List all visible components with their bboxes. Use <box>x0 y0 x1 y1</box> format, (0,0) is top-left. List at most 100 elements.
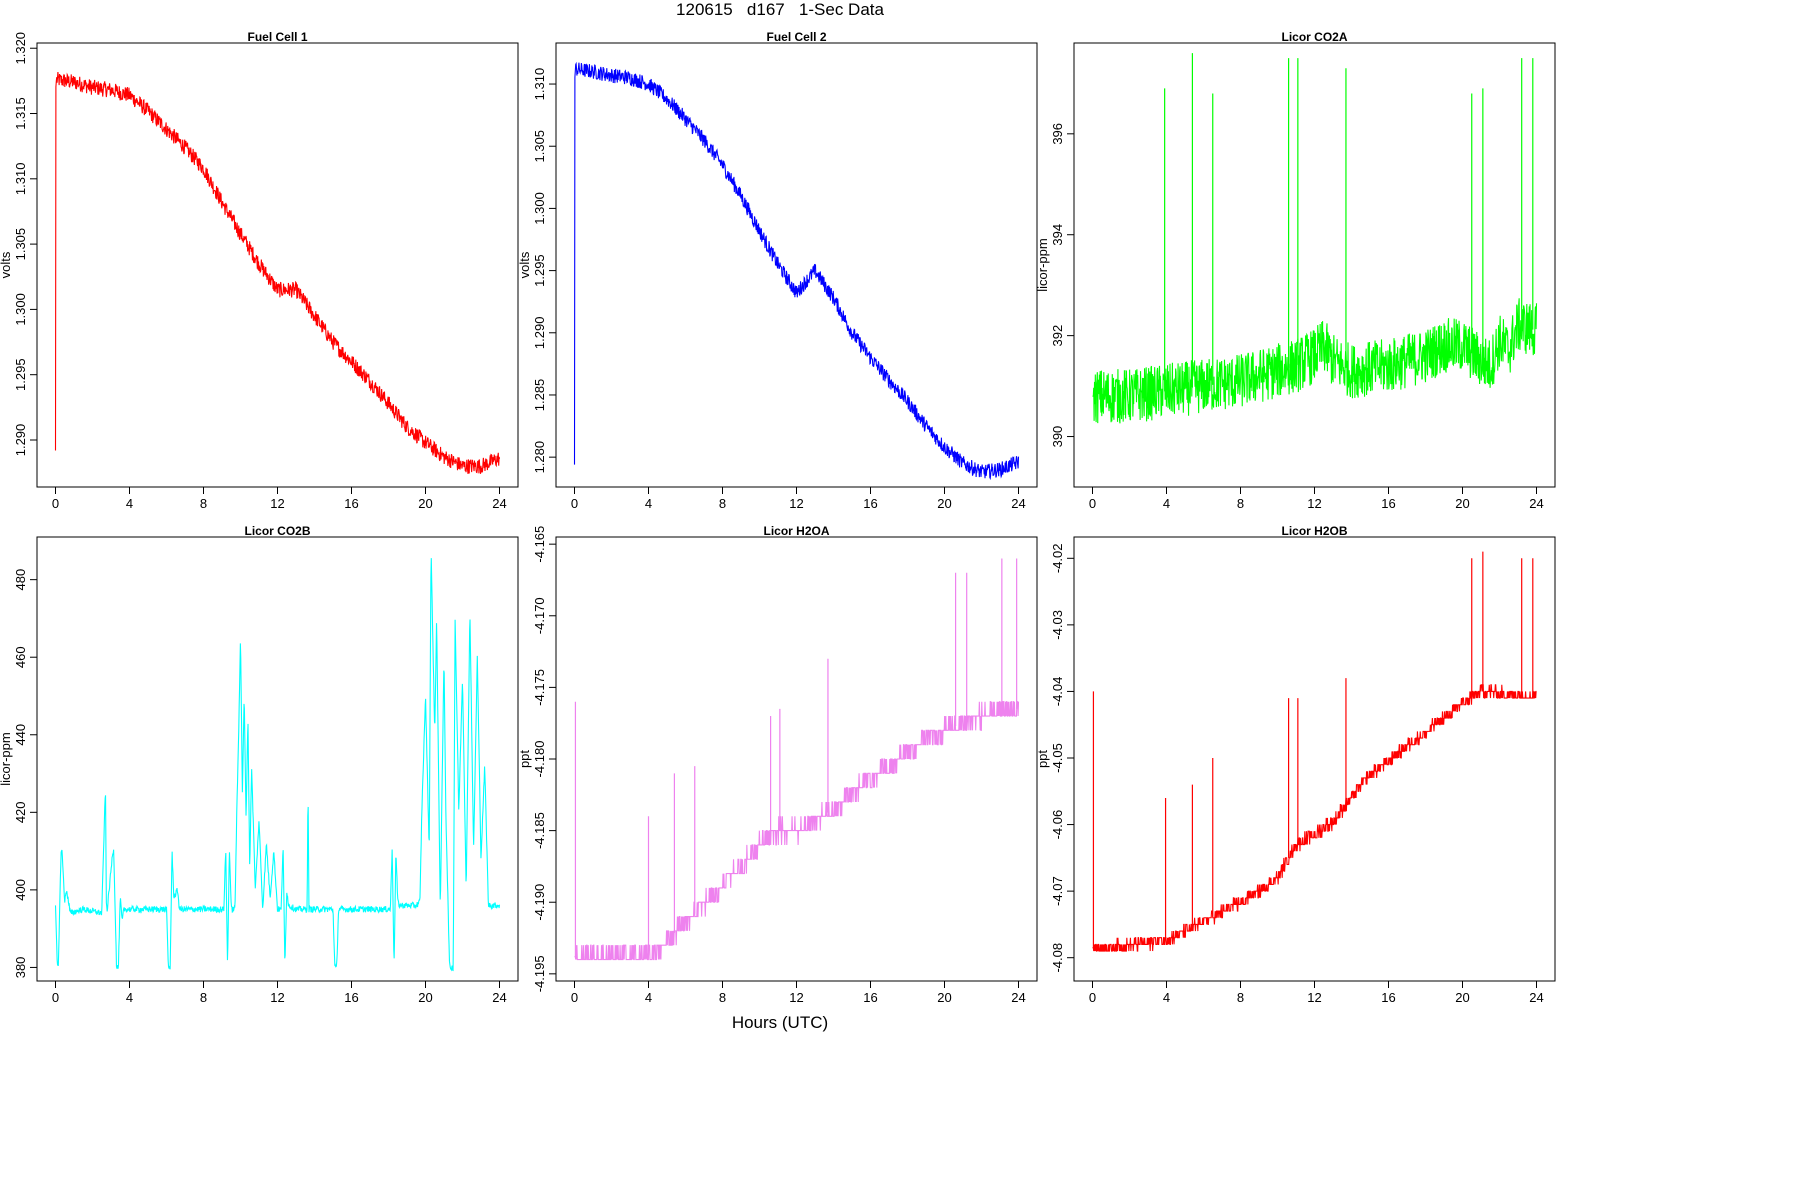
y-tick-label: -4.03 <box>1050 610 1065 640</box>
y-tick-label: 1.285 <box>532 379 547 412</box>
plot-frame <box>555 536 1038 982</box>
x-tick-label: 8 <box>1237 496 1244 511</box>
y-tick-label: -4.05 <box>1050 743 1065 773</box>
y-tick-label: -4.195 <box>532 955 547 992</box>
x-tick-label: 4 <box>1163 496 1170 511</box>
x-tick-label: 8 <box>200 496 207 511</box>
chart-panel-3: Licor CO2A 0 4 8 12 16 20 24 390 392 394 396 licor-p… <box>1035 30 1556 511</box>
x-tick-label: 12 <box>270 990 284 1005</box>
y-tick-label: -4.08 <box>1050 943 1065 973</box>
y-tick-label: 1.315 <box>13 97 28 130</box>
x-tick-label: 4 <box>126 496 133 511</box>
y-tick-label: 390 <box>1050 426 1065 448</box>
charts-canvas: Fuel Cell 1 0 4 8 12 16 20 24 1.290 1.295 1.300 1.3… <box>0 30 1556 1005</box>
y-tick-label: 392 <box>1050 325 1065 347</box>
y-tick-label: 440 <box>13 724 28 746</box>
series-line <box>1092 684 1537 952</box>
x-tick-label: 8 <box>1237 990 1244 1005</box>
chart-panel-4: Licor CO2B 0 4 8 12 16 20 24 380 400 420 440 460 480 l… <box>0 524 519 1005</box>
chart-panel-2: Fuel Cell 2 0 4 8 12 16 20 24 1.280 1.285 1.290 1.2… <box>517 30 1038 511</box>
x-tick-label: 8 <box>200 990 207 1005</box>
y-tick-label: 396 <box>1050 123 1065 145</box>
panel-title: Licor CO2B <box>244 524 310 538</box>
series-line <box>54 558 501 972</box>
y-tick-label: 1.295 <box>13 358 28 391</box>
y-tick-label: -4.185 <box>532 812 547 849</box>
x-tick-label: 16 <box>863 496 877 511</box>
y-tick-label: 1.310 <box>532 68 547 101</box>
y-axis-label: volts <box>0 251 13 278</box>
x-tick-label: 12 <box>270 496 284 511</box>
x-tick-label: 12 <box>789 496 803 511</box>
y-tick-label: 1.305 <box>532 130 547 163</box>
plot-frame <box>36 42 519 488</box>
shared-x-axis-label: Hours (UTC) <box>731 1013 829 1032</box>
x-tick-label: 8 <box>719 496 726 511</box>
x-tick-label: 24 <box>1011 496 1025 511</box>
y-tick-label: 1.290 <box>532 317 547 350</box>
x-tick-label: 20 <box>1455 496 1469 511</box>
y-tick-label: 380 <box>13 957 28 979</box>
y-tick-label: -4.165 <box>532 526 547 563</box>
series-line <box>54 71 501 474</box>
y-tick-label: 1.295 <box>532 254 547 287</box>
x-tick-label: 12 <box>1307 496 1321 511</box>
x-tick-label: 12 <box>789 990 803 1005</box>
panel-title: Fuel Cell 2 <box>766 30 826 44</box>
y-axis-label: ppt <box>517 750 532 768</box>
y-tick-label: -4.170 <box>532 597 547 634</box>
x-tick-label: 20 <box>418 990 432 1005</box>
y-axis-label: ppt <box>1035 750 1050 768</box>
x-tick-label: 24 <box>1529 990 1543 1005</box>
x-tick-label: 4 <box>645 496 652 511</box>
x-tick-label: 16 <box>344 496 358 511</box>
x-tick-label: 0 <box>1089 496 1096 511</box>
x-tick-label: 0 <box>1089 990 1096 1005</box>
x-tick-label: 24 <box>1011 990 1025 1005</box>
x-tick-label: 0 <box>571 990 578 1005</box>
x-tick-label: 20 <box>937 990 951 1005</box>
x-tick-label: 16 <box>344 990 358 1005</box>
y-tick-label: 394 <box>1050 224 1065 246</box>
plot-frame <box>36 536 519 982</box>
series-line <box>574 701 1020 961</box>
chart-panel-1: Fuel Cell 1 0 4 8 12 16 20 24 1.290 1.295 1.300 1.3… <box>0 30 519 511</box>
x-tick-label: 4 <box>1163 990 1170 1005</box>
x-tick-label: 24 <box>492 990 506 1005</box>
x-tick-label: 20 <box>418 496 432 511</box>
panel-title: Licor H2OB <box>1281 524 1347 538</box>
y-tick-label: -4.02 <box>1050 543 1065 573</box>
x-tick-label: 16 <box>1381 496 1395 511</box>
y-tick-label: 420 <box>13 801 28 823</box>
y-tick-label: 1.320 <box>13 32 28 65</box>
x-tick-label: 20 <box>937 496 951 511</box>
chart-panel-6: Licor H2OB 0 4 8 12 16 20 24 -4.08 -4.07 -4.06 -4.0… <box>1035 524 1556 1005</box>
y-axis-label: licor-ppm <box>0 732 13 785</box>
y-tick-label: -4.06 <box>1050 810 1065 840</box>
x-tick-label: 0 <box>52 496 59 511</box>
y-axis-label: volts <box>517 251 532 278</box>
y-tick-label: 1.310 <box>13 163 28 196</box>
x-tick-label: 4 <box>126 990 133 1005</box>
y-tick-label: 480 <box>13 569 28 591</box>
x-tick-label: 24 <box>1529 496 1543 511</box>
panel-title: Fuel Cell 1 <box>247 30 307 44</box>
series-line <box>1092 298 1538 424</box>
x-tick-label: 24 <box>492 496 506 511</box>
y-tick-label: 1.300 <box>532 192 547 225</box>
y-tick-label: -4.190 <box>532 884 547 921</box>
x-tick-label: 12 <box>1307 990 1321 1005</box>
y-axis-label: licor-ppm <box>1035 238 1050 291</box>
y-tick-label: 1.305 <box>13 228 28 261</box>
page-title: 120615 d167 1-Sec Data <box>676 0 884 19</box>
y-tick-label: 1.280 <box>532 441 547 474</box>
y-tick-label: 460 <box>13 646 28 668</box>
y-tick-label: 400 <box>13 879 28 901</box>
y-tick-label: -4.04 <box>1050 677 1065 707</box>
panel-title: Licor CO2A <box>1281 30 1347 44</box>
chart-panel-5: Licor H2OA 0 4 8 12 16 20 24 -4.195 -4.190 -4.185 -… <box>517 524 1038 1005</box>
y-tick-label: 1.290 <box>13 424 28 457</box>
panel-title: Licor H2OA <box>763 524 829 538</box>
x-tick-label: 4 <box>645 990 652 1005</box>
plot-frame <box>555 42 1038 488</box>
